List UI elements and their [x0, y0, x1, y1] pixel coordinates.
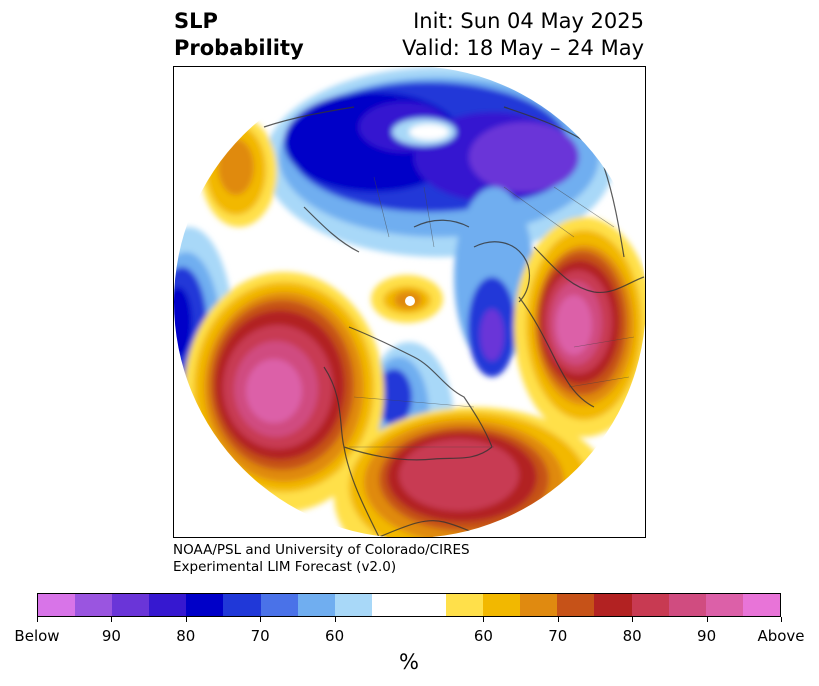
colorbar-below-segment [75, 594, 113, 616]
colorbar-tick-label: 90 [697, 627, 717, 645]
colorbar-tick-label: 70 [250, 627, 270, 645]
colorbar-neutral-segment [371, 594, 447, 616]
probability-field [174, 67, 645, 537]
colorbar-tick-mark [781, 617, 782, 622]
colorbar-below-segment [260, 594, 298, 616]
colorbar-tick-mark [111, 617, 113, 622]
colorbar-tick-label: 90 [101, 627, 121, 645]
colorbar-below-segment [297, 594, 335, 616]
colorbar [37, 593, 781, 617]
colorbar-tick-mark [557, 617, 559, 622]
colorbar-above-segment [668, 594, 706, 616]
colorbar-tick-mark [37, 617, 38, 622]
colorbar-above-segment [520, 594, 558, 616]
forecast-dates: Init: Sun 04 May 2025 Valid: 18 May – 24… [402, 8, 644, 62]
colorbar-below-segment [186, 594, 224, 616]
colorbar-below-segment [149, 594, 187, 616]
colorbar-above-segment [483, 594, 521, 616]
credit-line-1: NOAA/PSL and University of Colorado/CIRE… [173, 542, 470, 558]
colorbar-tick-mark [185, 617, 187, 622]
colorbar-above-segment [705, 594, 743, 616]
colorbar-above-segment [631, 594, 669, 616]
colorbar-above-segment [557, 594, 595, 616]
colorbar-tick-mark [334, 617, 336, 622]
colorbar-above-segment [594, 594, 632, 616]
credit: NOAA/PSL and University of Colorado/CIRE… [173, 542, 470, 576]
colorbar-tick-label: 80 [176, 627, 196, 645]
colorbar-above-segment [742, 594, 780, 616]
colorbar-tick-mark [632, 617, 634, 622]
init-date: Init: Sun 04 May 2025 [413, 9, 644, 33]
colorbar-unit-label: % [399, 650, 419, 674]
colorbar-tick-mark [483, 617, 485, 622]
borders [349, 176, 635, 448]
credit-line-2: Experimental LIM Forecast (v2.0) [173, 559, 397, 575]
colorbar-below-segment [334, 594, 372, 616]
colorbar-below-segment [112, 594, 150, 616]
colorbar-tick-label: 60 [473, 627, 493, 645]
map-panel [173, 66, 646, 538]
colorbar-tick-mark [706, 617, 708, 622]
valid-range: Valid: 18 May – 24 May [402, 36, 644, 60]
title-line-quantity: Probability [174, 36, 304, 60]
colorbar-below-segment [38, 594, 76, 616]
colorbar-tick-label: 60 [325, 627, 345, 645]
colorbar-above-segment [446, 594, 484, 616]
colorbar-tick-label: Above [757, 627, 805, 645]
colorbar-tick-label: 80 [622, 627, 642, 645]
map-title: SLP Probability [174, 8, 304, 62]
colorbar-tick-mark [260, 617, 262, 622]
colorbar-below-segment [223, 594, 261, 616]
colorbar-tick-label: Below [14, 627, 60, 645]
title-line-variable: SLP [174, 9, 218, 33]
colorbar-tick-label: 70 [548, 627, 568, 645]
polar-map [174, 67, 645, 537]
